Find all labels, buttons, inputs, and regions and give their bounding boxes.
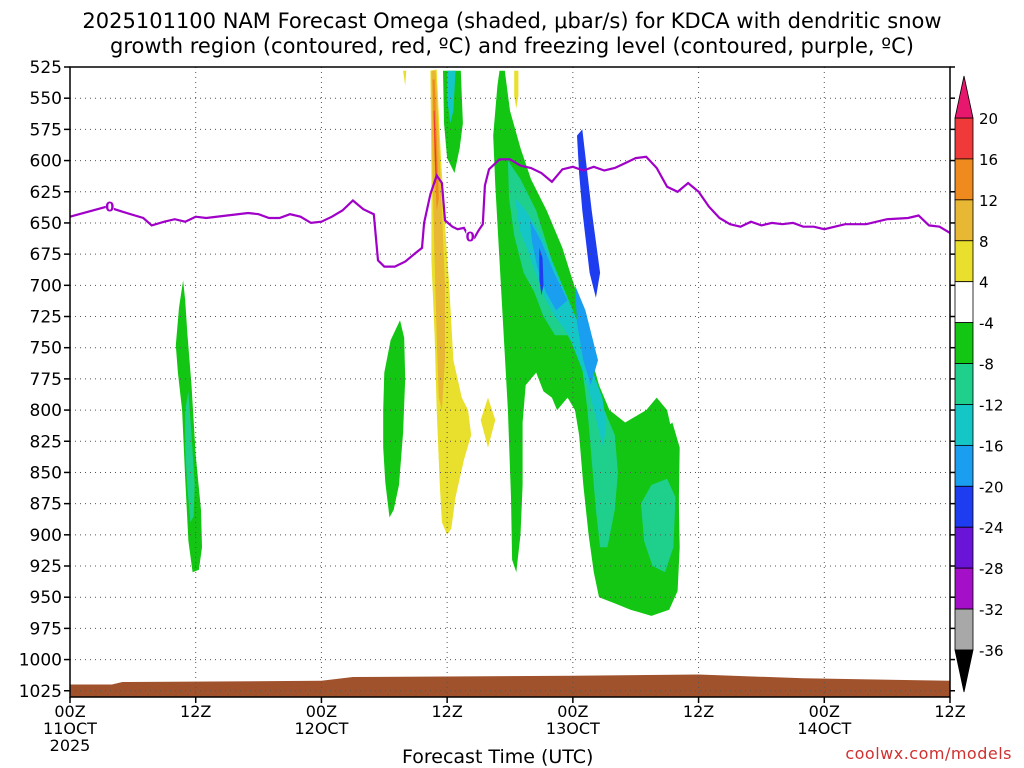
- omega-region-4: [394, 372, 401, 448]
- ytick-label-675: 675: [30, 245, 62, 265]
- xtick-label-84-0: 12Z: [934, 702, 965, 721]
- ytick-label-800: 800: [30, 401, 62, 421]
- ytick-label-650: 650: [30, 214, 62, 234]
- omega-region-6: [480, 397, 496, 448]
- colorbar-bottom-arrow: [954, 649, 974, 693]
- colorbar-bin-1: [954, 117, 974, 160]
- freezing-label-2: 0: [466, 231, 475, 246]
- ytick-label-625: 625: [30, 183, 62, 203]
- colorbar-bin-3: [954, 199, 974, 242]
- xtick-label-72-1: 14OCT: [797, 719, 851, 738]
- gridlines-layer: [69, 66, 951, 697]
- xtick-label-0-1: 11OCT: [43, 719, 97, 738]
- credit-text: coolwx.com/models: [845, 744, 1012, 763]
- ytick-label-725: 725: [30, 308, 62, 328]
- colorbar-label-8: -16: [979, 437, 1004, 455]
- xtick-label-72-0: 00Z: [809, 702, 840, 721]
- terrain-layer: [70, 674, 950, 697]
- omega-region-22: [641, 478, 676, 573]
- freezing-label-1: 0: [105, 201, 114, 216]
- freezing-label-bg-2: [466, 230, 475, 243]
- axes-layer: 525 550 575 600 625 650 675 700 725 750 775 800 825 8…: [19, 58, 966, 755]
- freezing-level-layer: 00: [69, 155, 951, 268]
- colorbar-bin-2: [954, 158, 974, 201]
- omega-region-11: [433, 110, 437, 186]
- colorbar-bin-12: [954, 567, 974, 610]
- omega-region-8: [514, 70, 519, 109]
- omega-region-20: [577, 129, 601, 298]
- chart-title-line-2: growth region (contoured, red, ºC) and f…: [110, 34, 914, 58]
- ytick-label-525: 525: [30, 58, 62, 78]
- ytick-label-1000: 1000: [19, 651, 62, 671]
- xtick-label-12-0: 12Z: [180, 702, 211, 721]
- xtick-label-48-0: 00Z: [557, 702, 588, 721]
- xtick-label-48-1: 13OCT: [546, 719, 600, 738]
- ytick-label-600: 600: [30, 152, 62, 172]
- colorbar-label-6: -8: [979, 356, 994, 374]
- colorbar-label-1: 16: [979, 151, 998, 169]
- colorbar-label-0: 20: [979, 110, 998, 128]
- colorbar-layer: 20 16 12 8 4 -4 -8 -12 -16 -20 -24 -28 -32 -36: [954, 75, 1004, 693]
- ytick-label-550: 550: [30, 89, 62, 109]
- ytick-label-925: 925: [30, 557, 62, 577]
- plot-frame: [69, 66, 951, 698]
- ytick-label-775: 775: [30, 370, 62, 390]
- x-axis-title: Forecast Time (UTC): [402, 746, 594, 768]
- ytick-label-825: 825: [30, 432, 62, 452]
- xtick-label-0-2: 2025: [50, 736, 91, 755]
- omega-region-3: [383, 320, 406, 518]
- colorbar-label-12: -32: [979, 601, 1004, 619]
- omega-region-7: [403, 70, 407, 86]
- xtick-label-0-0: 00Z: [54, 702, 85, 721]
- omega-shading-layer: [175, 69, 680, 616]
- xtick-label-24-1: 12OCT: [294, 719, 348, 738]
- xtick-label-60-0: 12Z: [683, 702, 714, 721]
- freezing-label-bg-1: [105, 200, 114, 213]
- ytick-label-1025: 1025: [19, 682, 62, 702]
- omega-region-18: [575, 285, 598, 386]
- colorbar-label-7: -12: [979, 396, 1004, 414]
- omega-region-13: [447, 70, 456, 124]
- colorbar-label-2: 12: [979, 192, 998, 210]
- colorbar-bin-5: [954, 281, 974, 324]
- freezing-level-line: [69, 155, 951, 268]
- chart-title-line-1: 2025101100 NAM Forecast Omega (shaded, μ…: [82, 9, 942, 33]
- colorbar-label-10: -24: [979, 519, 1004, 537]
- colorbar-bin-7: [954, 363, 974, 405]
- colorbar-bin-13: [954, 608, 974, 651]
- ytick-label-875: 875: [30, 495, 62, 515]
- colorbar-bin-6: [954, 322, 974, 364]
- omega-region-19: [539, 247, 544, 296]
- omega-region-2: [185, 391, 195, 523]
- colorbar-bin-4: [954, 240, 974, 283]
- ytick-label-575: 575: [30, 120, 62, 140]
- colorbar-label-13: -36: [979, 642, 1004, 660]
- colorbar-label-9: -20: [979, 478, 1004, 496]
- xtick-label-36-0: 12Z: [431, 702, 462, 721]
- colorbar-top-arrow: [954, 75, 974, 119]
- omega-region-17: [529, 220, 568, 311]
- xtick-label-24-0: 00Z: [306, 702, 337, 721]
- terrain-fill: [70, 674, 950, 697]
- colorbar-bin-10: [954, 485, 974, 528]
- colorbar-label-3: 8: [979, 233, 989, 251]
- ytick-label-700: 700: [30, 276, 62, 296]
- colorbar-bin-9: [954, 444, 974, 487]
- ytick-label-900: 900: [30, 526, 62, 546]
- colorbar-label-5: -4: [979, 315, 994, 333]
- colorbar-label-11: -28: [979, 560, 1004, 578]
- colorbar-bin-8: [954, 404, 974, 446]
- ytick-label-750: 750: [30, 339, 62, 359]
- ytick-label-850: 850: [30, 463, 62, 483]
- ytick-label-975: 975: [30, 619, 62, 639]
- ytick-label-950: 950: [30, 588, 62, 608]
- colorbar-bin-11: [954, 526, 974, 569]
- colorbar-label-4: 4: [979, 274, 989, 292]
